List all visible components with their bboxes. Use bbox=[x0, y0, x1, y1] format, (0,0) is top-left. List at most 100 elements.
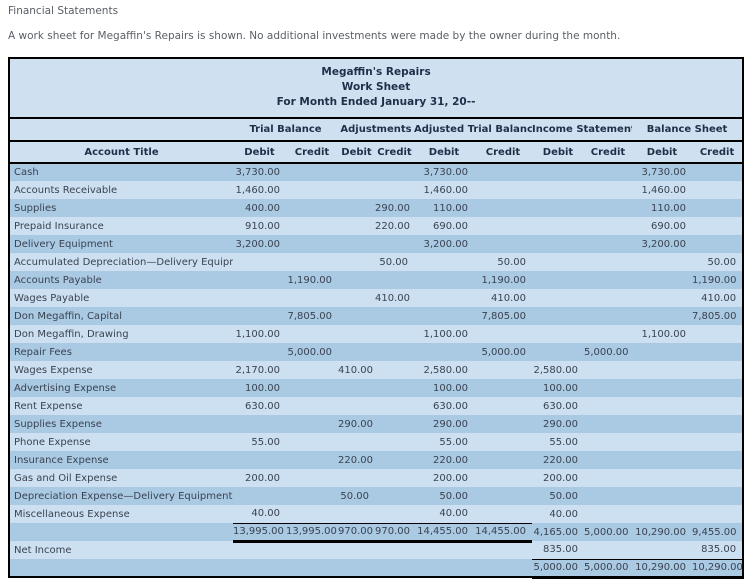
table-row: Gas and Oil Expense 200.00 200.00 200.00 bbox=[9, 469, 744, 487]
column-header-credit: Credit bbox=[286, 141, 338, 164]
empty-cell bbox=[286, 469, 338, 487]
amount-cell: 40.00 bbox=[251, 508, 280, 520]
table-row: Delivery Equipment 3,200.00 3,200.00 3,200.… bbox=[9, 235, 744, 253]
empty-cell bbox=[632, 487, 692, 505]
amount-cell: 200.00 bbox=[543, 472, 578, 484]
empty-cell bbox=[474, 433, 532, 451]
empty-cell bbox=[584, 325, 632, 343]
amount-cell: 970.00 bbox=[338, 522, 375, 543]
empty-cell bbox=[338, 163, 375, 181]
empty-cell bbox=[375, 307, 414, 325]
net-income-row: Net Income 835.00 835.00 bbox=[9, 541, 744, 559]
empty-cell bbox=[474, 235, 532, 253]
amount-cell: 1,100.00 bbox=[641, 328, 686, 340]
empty-cell bbox=[632, 541, 692, 559]
empty-cell bbox=[414, 271, 474, 289]
empty-cell bbox=[375, 505, 414, 523]
empty-cell bbox=[286, 235, 338, 253]
empty-cell bbox=[414, 289, 474, 307]
group-header-adjustments: Adjustments bbox=[338, 118, 414, 142]
table-row: Supplies 400.00 290.00 110.00 110.00 bbox=[9, 199, 744, 217]
empty-cell bbox=[532, 325, 584, 343]
table-row: Cash 3,730.00 3,730.00 3,730.00 bbox=[9, 163, 744, 181]
empty-cell bbox=[692, 505, 743, 523]
amount-cell: 1,100.00 bbox=[235, 328, 280, 340]
amount-cell: 400.00 bbox=[245, 202, 280, 214]
empty-cell bbox=[532, 253, 584, 271]
account-title-cell: Gas and Oil Expense bbox=[14, 472, 118, 484]
page-title: Financial Statements bbox=[8, 5, 119, 17]
amount-cell: 50.00 bbox=[439, 490, 468, 502]
empty-cell bbox=[375, 433, 414, 451]
amount-cell: 2,580.00 bbox=[533, 364, 578, 376]
empty-cell bbox=[338, 325, 375, 343]
amount-cell: 1,460.00 bbox=[423, 184, 468, 196]
empty-cell bbox=[692, 199, 743, 217]
table-row: Phone Expense 55.00 55.00 55.00 bbox=[9, 433, 744, 451]
column-header-debit: Debit bbox=[414, 141, 474, 164]
column-header-debit: Debit bbox=[233, 141, 286, 164]
empty-cell bbox=[338, 469, 375, 487]
empty-cell bbox=[286, 559, 338, 577]
empty-cell bbox=[338, 559, 375, 577]
empty-cell bbox=[474, 181, 532, 199]
account-title-cell: Wages Expense bbox=[14, 364, 93, 376]
empty-cell bbox=[286, 361, 338, 379]
amount-cell: 55.00 bbox=[549, 436, 578, 448]
amount-cell: 13,995.00 bbox=[233, 522, 286, 543]
account-title-cell: Cash bbox=[14, 167, 39, 178]
column-header-credit: Credit bbox=[692, 141, 744, 164]
empty-cell bbox=[338, 181, 375, 199]
amount-cell: 630.00 bbox=[543, 400, 578, 412]
empty-cell bbox=[584, 289, 632, 307]
amount-cell: 100.00 bbox=[245, 382, 280, 394]
amount-cell: 3,200.00 bbox=[235, 238, 280, 250]
amount-cell: 5,000.00 bbox=[287, 346, 332, 358]
table-row: Wages Expense 2,170.00 410.00 2,580.00 2,580… bbox=[9, 361, 744, 379]
empty-cell bbox=[584, 163, 632, 181]
empty-cell bbox=[286, 433, 338, 451]
amount-cell: 1,460.00 bbox=[641, 184, 686, 196]
amount-cell: 40.00 bbox=[439, 508, 468, 520]
empty-cell bbox=[584, 217, 632, 235]
empty-cell bbox=[692, 361, 743, 379]
amount-cell: 5,000.00 bbox=[481, 346, 526, 358]
empty-cell bbox=[474, 505, 532, 523]
empty-cell bbox=[375, 541, 414, 559]
table-row: Advertising Expense 100.00 100.00 100.00 bbox=[9, 379, 744, 397]
empty-cell bbox=[233, 451, 286, 469]
empty-cell bbox=[692, 217, 743, 235]
amount-cell: 50.00 bbox=[379, 256, 408, 268]
group-header-income-statement: Income Statement bbox=[532, 118, 632, 142]
table-row: Miscellaneous Expense 40.00 40.00 40.00 bbox=[9, 505, 744, 523]
empty-cell bbox=[632, 307, 692, 325]
empty-cell bbox=[286, 181, 338, 199]
table-row: Repair Fees 5,000.00 5,000.00 5,000.00 bbox=[9, 343, 744, 361]
empty-cell bbox=[338, 271, 375, 289]
empty-cell bbox=[692, 181, 743, 199]
empty-cell bbox=[286, 415, 338, 433]
amount-cell: 1,190.00 bbox=[692, 274, 737, 286]
empty-cell bbox=[375, 163, 414, 181]
empty-cell bbox=[286, 541, 338, 559]
empty-cell bbox=[286, 325, 338, 343]
empty-cell bbox=[532, 163, 584, 181]
group-header-adjusted-trial-balance: Adjusted Trial Balance bbox=[414, 118, 532, 142]
empty-cell bbox=[584, 379, 632, 397]
account-title-cell: Wages Payable bbox=[14, 292, 90, 304]
empty-cell bbox=[286, 379, 338, 397]
worksheet-title-row: Megaffin's Repairs Work Sheet For Month … bbox=[9, 58, 744, 119]
empty-cell bbox=[375, 469, 414, 487]
amount-cell: 3,200.00 bbox=[641, 238, 686, 250]
empty-cell bbox=[338, 235, 375, 253]
empty-cell bbox=[375, 559, 414, 577]
amount-cell: 7,805.00 bbox=[481, 310, 526, 322]
empty-cell bbox=[338, 505, 375, 523]
empty-cell bbox=[233, 253, 286, 271]
amount-cell: 3,730.00 bbox=[235, 167, 280, 178]
column-header-debit: Debit bbox=[632, 141, 692, 164]
amount-cell: 290.00 bbox=[375, 202, 410, 214]
amount-cell: 5,000.00 bbox=[584, 558, 632, 579]
amount-cell: 910.00 bbox=[245, 220, 280, 232]
empty-cell bbox=[286, 217, 338, 235]
